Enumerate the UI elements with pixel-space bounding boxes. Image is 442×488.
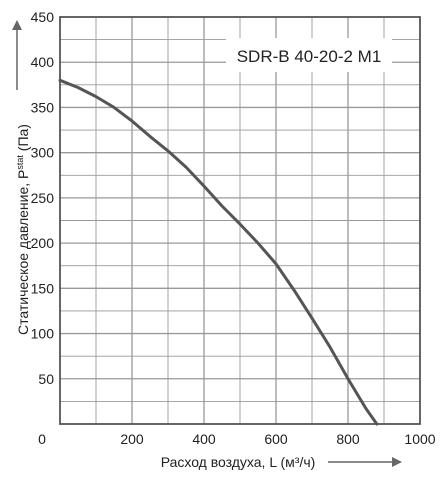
x-tick-label: 1000	[404, 431, 435, 447]
y-tick-label: 150	[31, 280, 55, 296]
y-tick-label: 50	[38, 371, 54, 387]
y-axis-arrowhead	[12, 20, 22, 30]
x-tick-label: 0	[38, 431, 46, 447]
x-axis-label: Расход воздуха, L (м³/ч)	[161, 454, 316, 470]
y-axis-label: Статическое давление, Pstat (Па)	[15, 124, 31, 335]
x-tick-label: 800	[336, 431, 360, 447]
series-line	[58, 78, 379, 426]
y-tick-label: 350	[31, 99, 55, 115]
y-tick-label: 250	[31, 190, 55, 206]
grid	[60, 17, 420, 424]
y-tick-label: 450	[31, 9, 55, 25]
x-axis-arrowhead	[392, 457, 402, 467]
model-label-box	[226, 38, 392, 72]
y-axis-title: Статическое давление, Pstat (Па)	[12, 20, 31, 335]
model-label: SDR-B 40-20-2 M1	[237, 47, 382, 66]
plot-frame	[59, 16, 421, 425]
tick-labels: 50 100 150 200 250 300 350 400 450 0 200 400 600 800 1…	[31, 9, 436, 447]
x-tick-label: 600	[264, 431, 288, 447]
x-tick-label: 200	[120, 431, 144, 447]
x-axis-title: Расход воздуха, L (м³/ч)	[161, 454, 402, 470]
y-tick-label: 400	[31, 54, 55, 70]
y-tick-label: 200	[31, 235, 55, 251]
x-tick-label: 400	[192, 431, 216, 447]
axes	[59, 16, 421, 425]
y-tick-label: 100	[31, 326, 55, 342]
series-layer	[58, 78, 379, 426]
y-tick-label: 300	[31, 145, 55, 161]
